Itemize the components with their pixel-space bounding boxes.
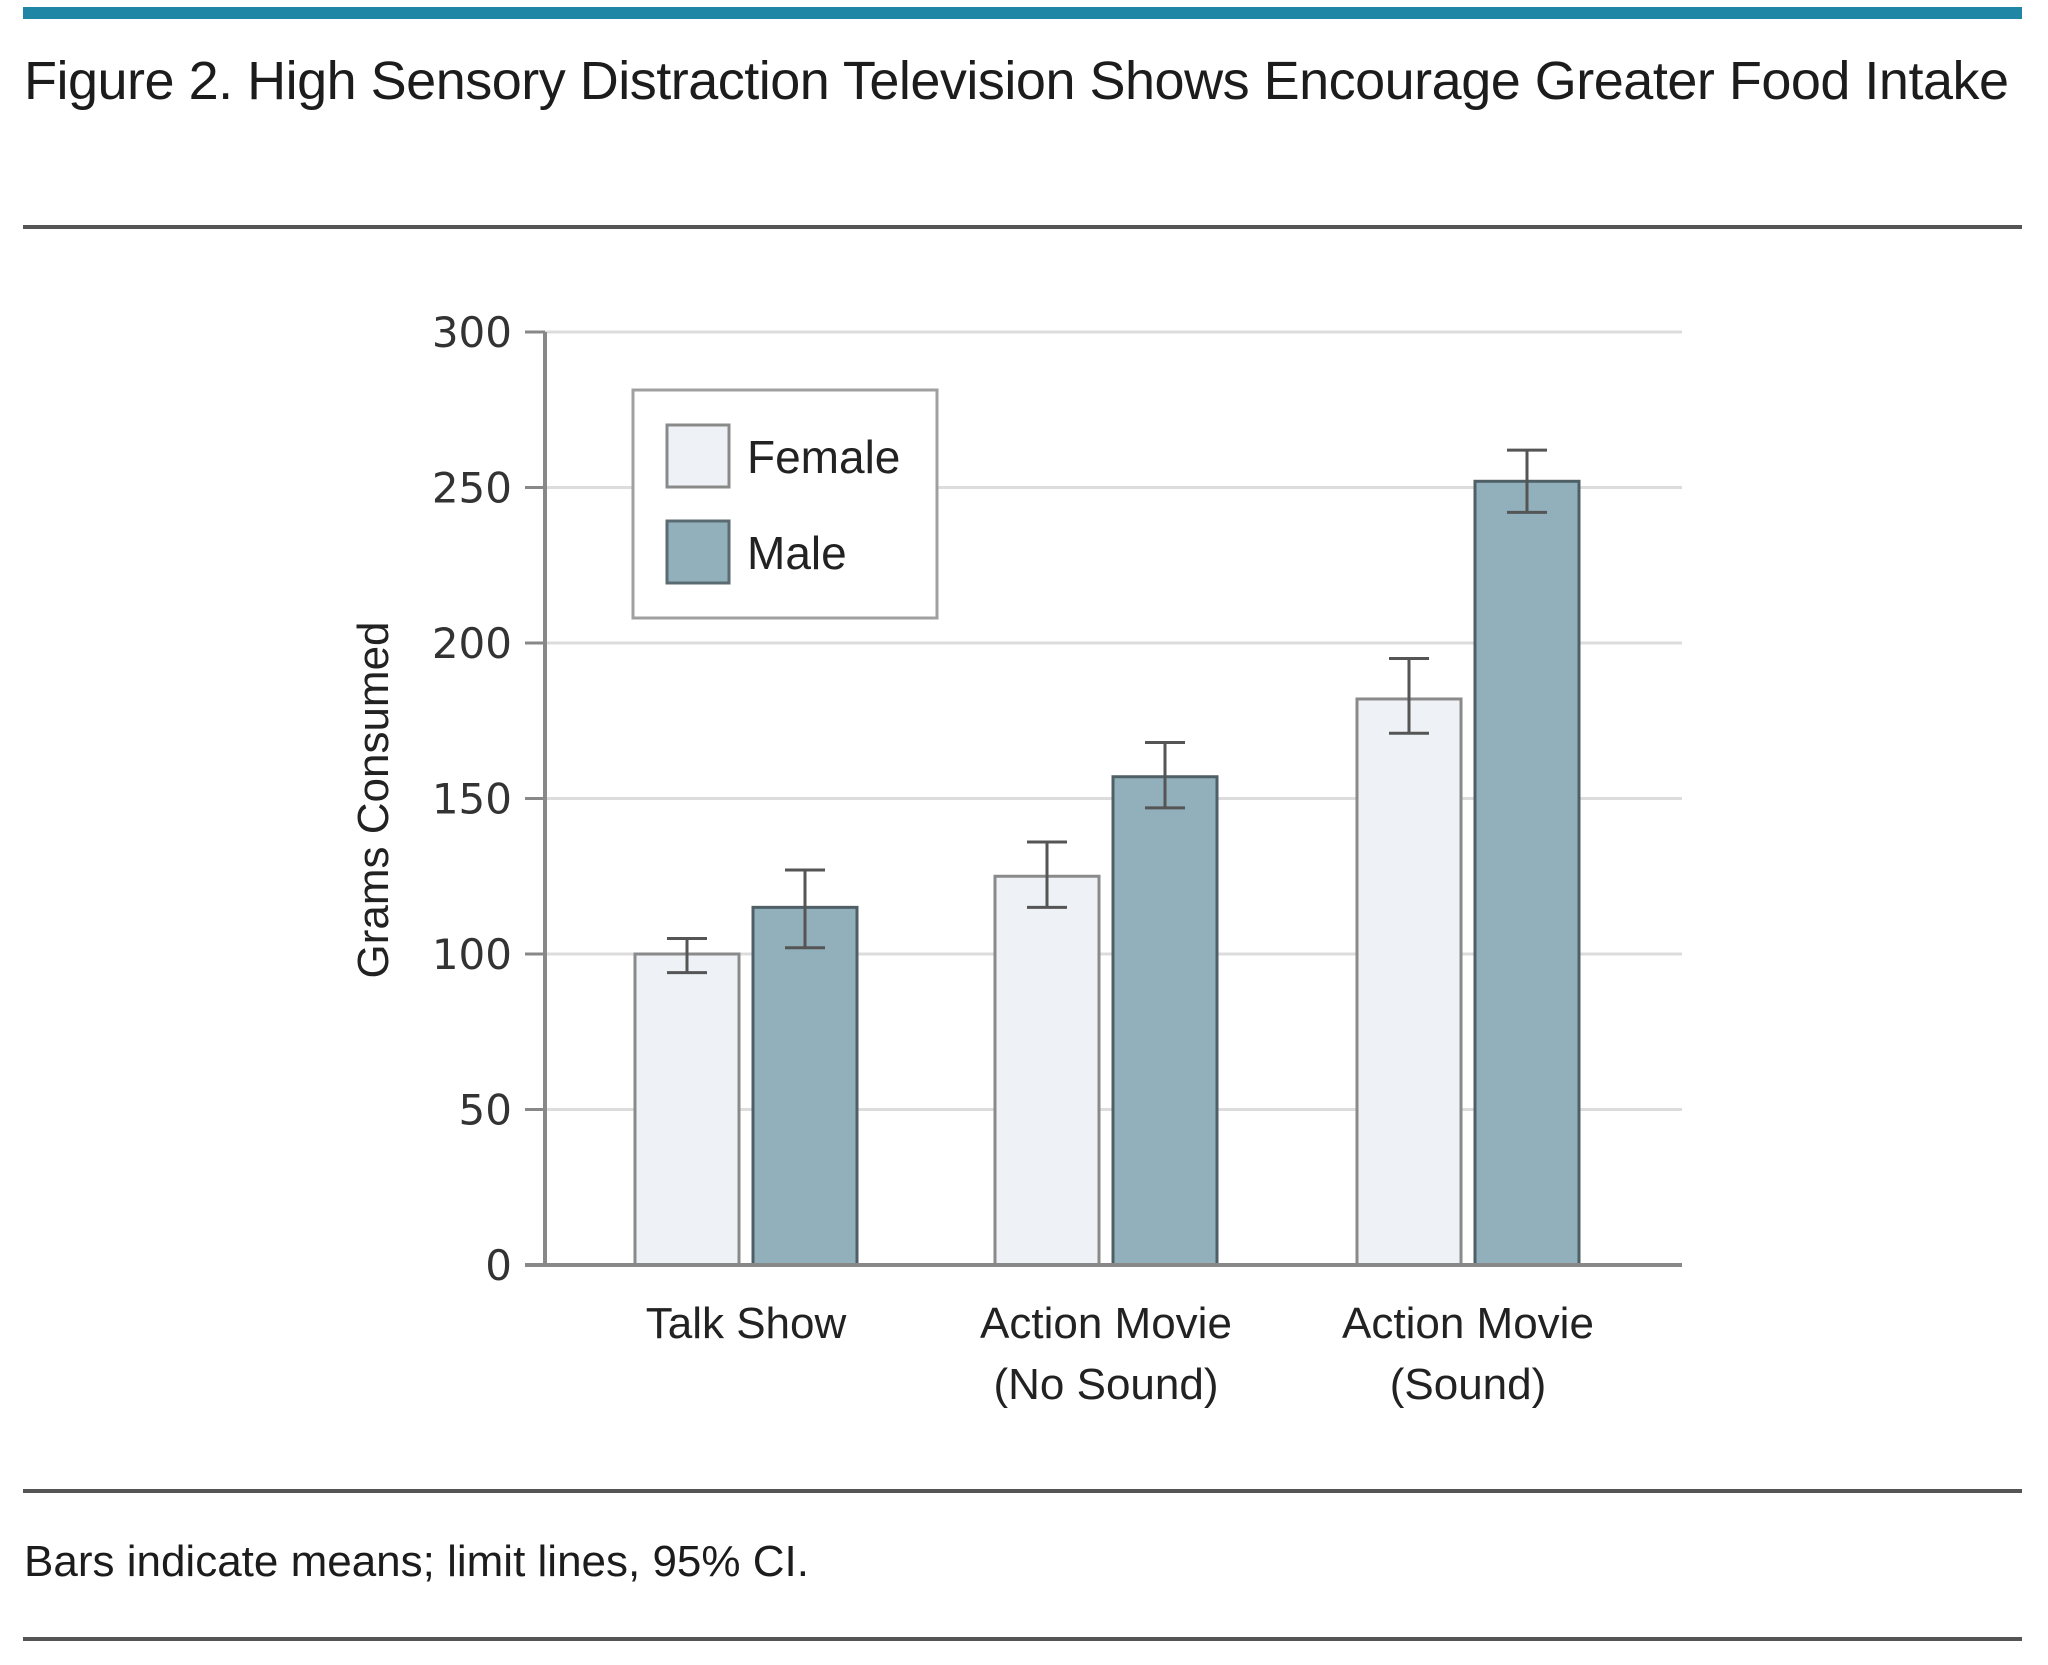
- accent-bar: [23, 7, 2022, 19]
- bar-male-2: [1473, 479, 1581, 1267]
- bar-female-1: [993, 874, 1101, 1267]
- figure-title: Figure 2. High Sensory Distraction Telev…: [24, 51, 2009, 111]
- y-tick-labels: 0 50 100 150 200 250 300: [432, 308, 512, 1290]
- legend-label-female: Female: [747, 431, 900, 483]
- bars: [633, 479, 1581, 1267]
- y-tick-label: 150: [432, 775, 512, 824]
- x-category-label: Action Movie (No Sound): [980, 1299, 1232, 1409]
- legend: Female Male: [631, 388, 939, 620]
- legend-label-male: Male: [747, 527, 847, 579]
- legend-swatch-male: [665, 519, 731, 585]
- x-category-label: Action Movie (Sound): [1342, 1299, 1594, 1409]
- x-category-label: Talk Show: [646, 1299, 847, 1348]
- y-tick-label: 300: [432, 308, 512, 357]
- bar-male-0: [751, 905, 859, 1267]
- y-tick-label: 50: [459, 1086, 512, 1135]
- y-tick-label: 200: [432, 619, 512, 668]
- error-bars: [667, 448, 1547, 975]
- footnote-divider-top: [23, 1489, 2022, 1493]
- bar-female-0: [633, 952, 741, 1267]
- bar-female-2: [1355, 697, 1463, 1267]
- footnote: Bars indicate means; limit lines, 95% CI…: [24, 1537, 809, 1586]
- y-tick-label: 100: [432, 930, 512, 979]
- legend-swatch-female: [665, 423, 731, 489]
- y-tick-label: 0: [485, 1241, 512, 1290]
- bar-male-1: [1111, 775, 1219, 1267]
- title-divider: [23, 225, 2022, 229]
- footnote-divider-bottom: [23, 1637, 2022, 1641]
- y-axis-title: Grams Consumed: [349, 621, 398, 978]
- y-tick-label: 250: [432, 464, 512, 513]
- x-category-labels: Talk Show Action Movie (No Sound) Action Mo…: [646, 1299, 1594, 1409]
- axes: [525, 330, 1682, 1267]
